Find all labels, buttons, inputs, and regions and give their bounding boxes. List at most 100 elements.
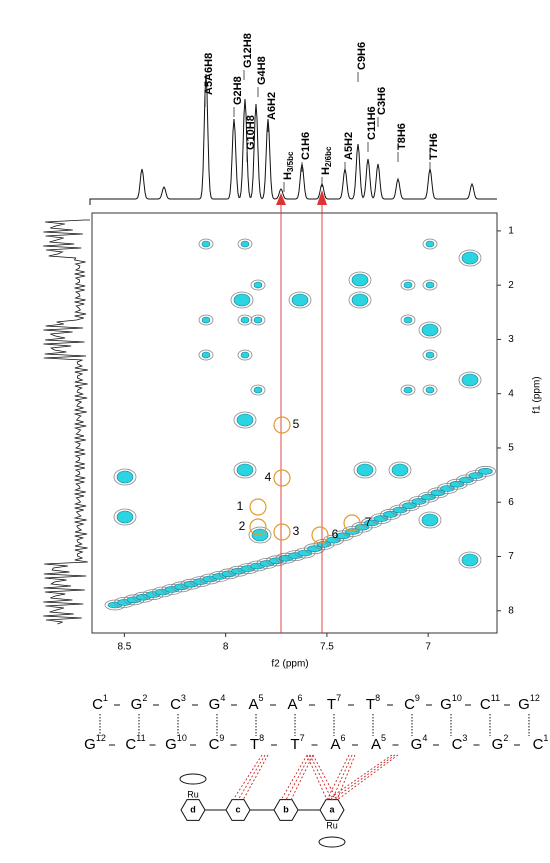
peak-label-main: C1H6 bbox=[300, 132, 312, 160]
contour bbox=[237, 349, 253, 361]
noe-line bbox=[326, 754, 350, 801]
ring-label: b bbox=[283, 804, 289, 814]
contour bbox=[240, 351, 250, 359]
base-number: 2 bbox=[503, 733, 508, 743]
metal: Ru bbox=[187, 789, 199, 799]
base-number: 12 bbox=[530, 693, 540, 703]
noe-line bbox=[306, 754, 328, 801]
base: G4 bbox=[411, 733, 428, 753]
contour bbox=[403, 316, 413, 324]
peak-label: A5H2 bbox=[343, 132, 355, 160]
base-number: 7 bbox=[300, 733, 305, 743]
cross-peak-label: 7 bbox=[365, 515, 372, 529]
contour bbox=[348, 271, 372, 289]
contour bbox=[421, 513, 439, 527]
base-letter: C bbox=[480, 696, 491, 713]
base-letter: G bbox=[440, 696, 452, 713]
contour bbox=[237, 238, 253, 250]
base: A6 bbox=[287, 693, 302, 713]
cross-peak-circle bbox=[273, 469, 291, 487]
base-letter: C bbox=[533, 736, 544, 753]
y-tick-label: 7 bbox=[508, 551, 514, 562]
contour bbox=[233, 461, 257, 479]
peak-label: A5A6H8 bbox=[203, 53, 215, 95]
contour bbox=[475, 465, 496, 477]
contour bbox=[388, 461, 412, 479]
base-number: 8 bbox=[259, 733, 264, 743]
y-tick-label: 5 bbox=[508, 443, 514, 454]
base: G2 bbox=[492, 733, 509, 753]
peak-label-main: G2H8 bbox=[232, 76, 244, 105]
projection-left bbox=[43, 219, 90, 625]
base-number: 2 bbox=[142, 693, 147, 703]
noe-line bbox=[290, 754, 314, 801]
x-axis-label: f2 (ppm) bbox=[271, 659, 308, 670]
base-letter: A bbox=[330, 736, 340, 753]
contour bbox=[230, 291, 254, 309]
base-letter: G bbox=[411, 736, 423, 753]
contour bbox=[351, 293, 369, 307]
base-number: 11 bbox=[136, 733, 145, 743]
highlight bbox=[276, 190, 327, 205]
base-number: 6 bbox=[298, 693, 303, 703]
contour bbox=[400, 279, 416, 291]
contour bbox=[253, 316, 263, 324]
peak-label-main: C9H6 bbox=[356, 42, 368, 70]
noe-line bbox=[280, 754, 308, 801]
contour bbox=[240, 240, 250, 248]
base: G4 bbox=[209, 693, 226, 713]
peak-label-main: C3H6 bbox=[376, 87, 388, 115]
contour bbox=[422, 238, 438, 250]
peak-label: T8H6 bbox=[396, 123, 408, 150]
contour bbox=[422, 384, 438, 396]
cross-peak-label: 6 bbox=[332, 527, 339, 541]
y-tick-label: 4 bbox=[508, 388, 514, 399]
base: C3 bbox=[170, 693, 186, 713]
contour bbox=[250, 279, 266, 291]
peak-label-main: A5A6H8 bbox=[203, 53, 215, 95]
peak-label-main: G12H8 bbox=[242, 33, 254, 68]
base-letter: A bbox=[287, 696, 297, 713]
cross-peak-circle bbox=[249, 518, 267, 536]
noe-line bbox=[237, 754, 266, 801]
peak-label: G4H8 bbox=[256, 56, 268, 85]
contour bbox=[250, 314, 266, 326]
contour bbox=[116, 470, 134, 484]
base-letter: C bbox=[125, 736, 136, 753]
peak-label-sub: 3/5bc bbox=[286, 151, 295, 172]
peak-label: T7H6 bbox=[428, 133, 440, 160]
cross-peak-label: 3 bbox=[293, 524, 300, 538]
peak-label-main: G10H8 bbox=[245, 115, 257, 150]
peak-label: C1H6 bbox=[300, 132, 312, 160]
base-letter: C bbox=[452, 736, 463, 753]
contour bbox=[425, 240, 435, 248]
noe-line bbox=[336, 754, 399, 801]
base: C11 bbox=[125, 733, 145, 753]
contour bbox=[391, 463, 409, 477]
x-tick-label: 7 bbox=[425, 642, 431, 653]
base: G2 bbox=[131, 693, 148, 713]
base-number: 10 bbox=[452, 693, 462, 703]
base: G12 bbox=[84, 733, 106, 753]
y-tick-label: 2 bbox=[508, 280, 514, 291]
base-number: 1 bbox=[103, 693, 108, 703]
ring-label: c bbox=[235, 804, 240, 814]
cross-peak-circle bbox=[311, 526, 329, 544]
base-number: 9 bbox=[219, 733, 224, 743]
ring-label: d bbox=[190, 804, 196, 814]
cross-peak-circle bbox=[249, 498, 267, 516]
base-number: 4 bbox=[422, 733, 427, 743]
contour bbox=[198, 238, 214, 250]
x-tick-label: 8.5 bbox=[117, 642, 131, 653]
base-number: 3 bbox=[462, 733, 467, 743]
contour bbox=[422, 279, 438, 291]
peak-label: H2/6bc bbox=[320, 146, 333, 175]
base: T8 bbox=[366, 693, 380, 713]
base: G10 bbox=[440, 693, 462, 713]
base-letter: C bbox=[92, 696, 103, 713]
contour bbox=[201, 351, 211, 359]
contour bbox=[353, 461, 377, 479]
contour bbox=[400, 384, 416, 396]
base: A5 bbox=[248, 693, 263, 713]
x-tick-label: 8 bbox=[223, 642, 229, 653]
